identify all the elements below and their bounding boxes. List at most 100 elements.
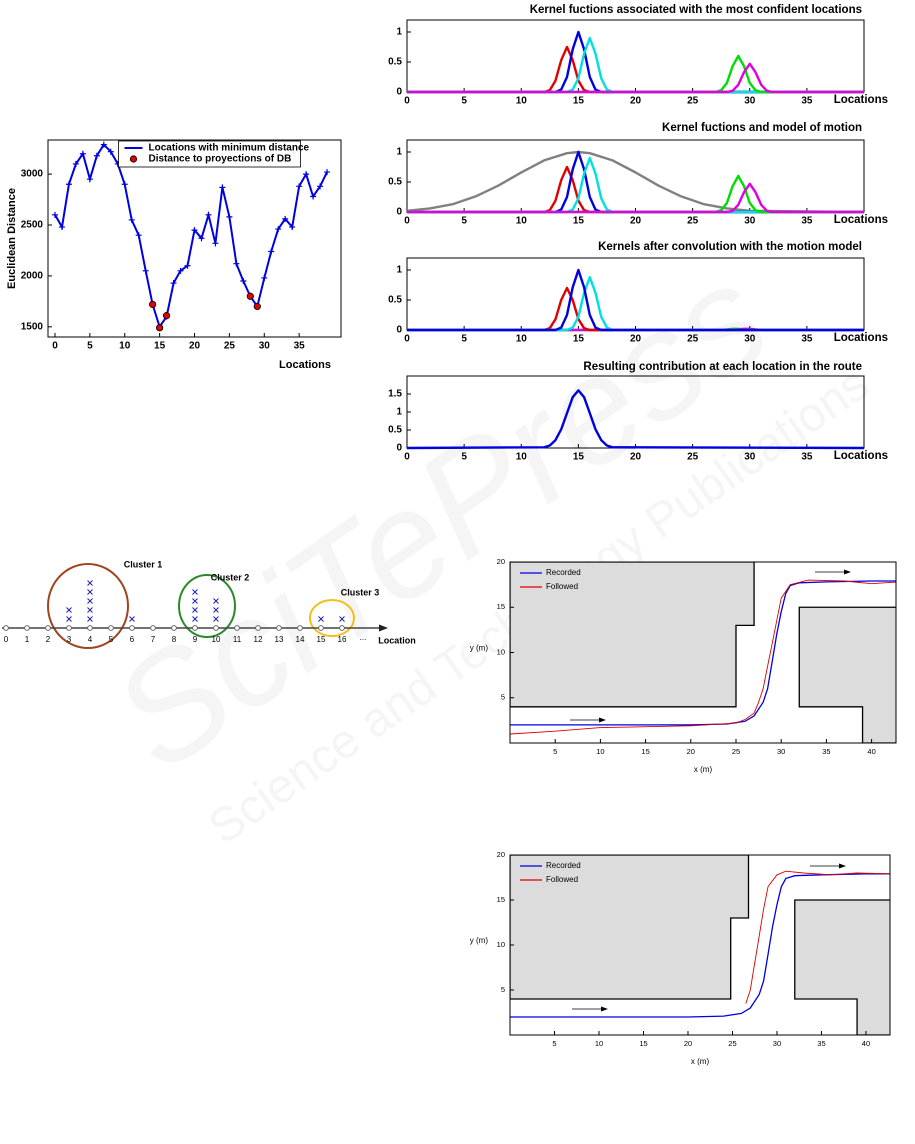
observation-stack [87,580,93,622]
x-tick-label: 20 [630,452,642,463]
x-tick-label: 30 [744,452,756,463]
kernel-curve [407,268,864,332]
location-tick [150,625,156,631]
observation-stack [66,607,72,622]
observation-cross [213,607,219,613]
plot-area [510,855,890,1035]
plus-marker [212,240,219,247]
plus-marker [121,181,128,188]
plus-marker [282,215,289,222]
location-tick [234,625,240,631]
axis-arrow [379,624,388,632]
x-tick-label: 25 [687,452,699,463]
x-tick-label: 20 [189,341,201,352]
y-tick-label: 0.5 [388,295,402,306]
plus-marker [142,267,149,274]
y-tick-label: 15 [497,895,505,904]
location-label: 16 [338,635,347,644]
plus-marker [303,171,310,178]
location-tick [24,625,30,631]
location-end-label: ... [360,633,367,642]
x-tick-label: 10 [516,334,528,345]
location-tick [45,625,51,631]
y-tick-label: 20 [497,557,505,566]
kernel-curve [407,54,864,94]
kernel-curve [407,45,864,94]
plus-marker [100,141,107,148]
x-tick-label: 10 [516,96,528,107]
observation-cross [192,607,198,613]
x-tick-label: 15 [154,341,166,352]
observation-stack [318,616,324,622]
direction-arrow-head [599,717,606,723]
x-tick-label: 10 [595,1039,603,1048]
x-tick-label: 15 [573,216,585,227]
y-tick-label: 0 [396,443,402,454]
x-tick-label: 5 [461,334,467,345]
plus-marker [58,224,65,231]
x-tick-label: 25 [687,96,699,107]
location-label: 13 [275,635,284,644]
observation-stack [213,598,219,622]
y-tick-label: 2000 [21,271,44,282]
plus-marker [310,193,317,200]
observation-stack [129,616,135,622]
plus-marker [72,160,79,167]
observation-cross [87,616,93,622]
chart-title: Kernel fuctions and model of motion [662,122,862,134]
y-tick-label: 1500 [21,321,44,332]
plus-marker [317,183,324,190]
x-tick-label: 5 [461,216,467,227]
observation-stack [339,616,345,622]
x-axis-label: Locations [279,359,331,371]
x-tick-label: 25 [732,747,740,756]
location-label: 15 [317,635,326,644]
location-label: 11 [233,635,242,644]
observation-cross [192,589,198,595]
plus-marker [128,216,135,223]
cluster-ring [47,563,129,649]
x-tick-label: 35 [801,452,813,463]
chart-title: Kernel fuctions associated with the most… [530,4,862,16]
x-tick-label: 15 [573,452,585,463]
x-axis-label: x (m) [694,765,713,774]
x-tick-label: 5 [87,341,93,352]
observation-cross [339,616,345,622]
kernel-curve [406,389,865,450]
cluster-ring [178,574,236,638]
x-tick-label: 30 [744,216,756,227]
direction-arrow-head [839,863,846,869]
x-tick-label: 30 [744,334,756,345]
location-tick [3,625,9,631]
plus-marker [226,213,233,220]
wall [794,899,890,1035]
plot-area [510,562,896,743]
wall [510,855,750,1000]
legend-label: Recorded [546,568,581,577]
kernel-curve [406,150,853,214]
kernel-curve [407,30,864,94]
location-tick [339,625,345,631]
location-label: 1 [25,635,30,644]
x-tick-label: 40 [862,1039,870,1048]
y-tick-label: 15 [497,602,505,611]
plus-marker [219,184,226,191]
x-tick-label: 35 [801,96,813,107]
plus-marker [191,227,198,234]
legend-label: Followed [546,582,578,591]
location-tick [192,625,198,631]
x-axis-label: Locations [834,450,888,462]
location-tick [255,625,261,631]
x-tick-label: 20 [687,747,695,756]
plus-marker [198,235,205,242]
y-tick-label: 20 [497,850,505,859]
cluster-label: Cluster 2 [211,572,250,582]
x-tick-label: 0 [404,216,410,227]
y-tick-label: 0 [396,325,402,336]
x-axis-label: Locations [834,214,888,226]
plus-marker [184,262,191,269]
y-tick-label: 10 [497,647,505,656]
cluster-label: Cluster 1 [124,559,163,569]
x-axis-label: Locations [834,94,888,106]
trajectory-line [745,870,890,1004]
